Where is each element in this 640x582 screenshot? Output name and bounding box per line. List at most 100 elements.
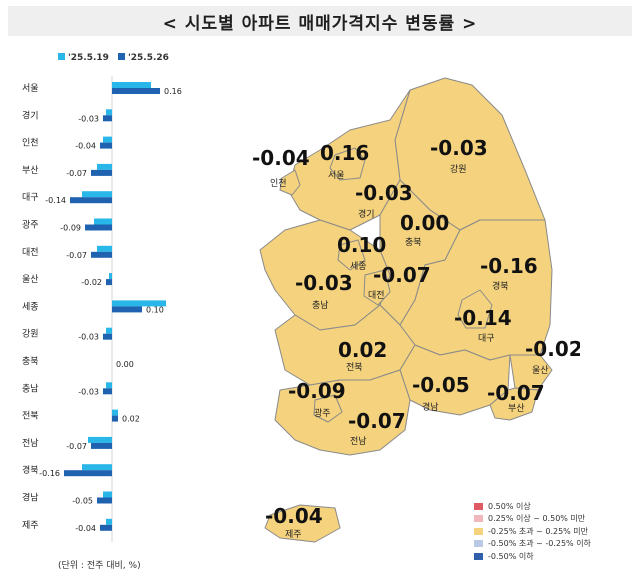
region-value-gyeongbuk: -0.16 — [480, 254, 538, 278]
value-label: 0.16 — [164, 87, 182, 96]
region-value-seoul: 0.16 — [320, 141, 369, 165]
legend-swatch — [474, 540, 483, 548]
legend-swatch — [474, 527, 483, 535]
region-daejeon — [363, 269, 391, 306]
region-value-gyeongnam: -0.05 — [412, 373, 470, 397]
region-sejong — [337, 239, 366, 271]
bar-curr — [103, 333, 112, 340]
category-label: 전북 — [22, 411, 39, 422]
category-label: 서울 — [22, 83, 39, 94]
bar-prev — [112, 409, 118, 416]
bar-curr — [91, 169, 112, 176]
region-jeonnam — [274, 369, 411, 456]
bar-curr — [85, 224, 112, 231]
value-label: -0.05 — [72, 497, 93, 506]
chart-title: < 시도별 아파트 매매가격지수 변동률 > — [8, 6, 632, 36]
category-label: 울산 — [22, 274, 39, 285]
category-label: 제주 — [22, 520, 39, 531]
legend-label-1: '25.5.26 — [128, 53, 169, 63]
bar-prev — [97, 245, 112, 252]
region-name-jeonbuk: 전북 — [346, 362, 363, 373]
region-name-gyeongbuk: 경북 — [492, 280, 509, 292]
map-legend: 0.50% 이상 0.25% 이상 ~ 0.50% 미만 -0.25% 초과 ~ 0… — [474, 500, 636, 563]
value-label: -0.16 — [39, 469, 60, 478]
bar-curr — [112, 306, 142, 313]
category-label: 세종 — [22, 301, 39, 312]
value-label: -0.03 — [78, 114, 99, 123]
bar-chart: '25.5.19 '25.5.26 서울 0.16 경기 -0.03 인천 -0.04 부산 -0… — [22, 53, 182, 543]
region-value-jeonnam: -0.07 — [348, 409, 406, 433]
region-name-jeonnam: 전남 — [350, 436, 367, 447]
value-label: -0.04 — [75, 524, 96, 533]
bar-prev — [103, 136, 112, 143]
value-label: 0.02 — [122, 415, 140, 424]
bar-prev — [82, 191, 112, 198]
category-label: 충북 — [22, 356, 39, 367]
bar-prev — [112, 82, 151, 88]
region-name-ulsan: 울산 — [532, 365, 549, 376]
legend-row: -0.25% 초과 ~ 0.25% 미만 — [474, 525, 636, 538]
region-daegu — [457, 289, 493, 329]
region-name-gangwon: 강원 — [450, 164, 467, 175]
bar-prev — [106, 518, 112, 525]
bar-curr — [103, 388, 112, 395]
value-label: -0.07 — [66, 442, 87, 451]
category-label: 경북 — [22, 464, 39, 476]
region-value-gwangju: -0.09 — [288, 379, 346, 403]
bar-curr — [91, 442, 112, 449]
value-label: -0.09 — [60, 224, 81, 233]
legend-label: 0.25% 이상 ~ 0.50% 미만 — [488, 514, 586, 524]
category-label: 대구 — [22, 192, 39, 203]
region-jeju — [264, 504, 341, 543]
region-name-incheon: 인천 — [270, 178, 287, 189]
value-label: -0.02 — [81, 278, 102, 287]
region-value-ulsan: -0.02 — [525, 337, 580, 361]
legend-label: -0.25% 초과 ~ 0.25% 미만 — [488, 526, 589, 536]
value-label: -0.07 — [66, 169, 87, 178]
region-name-busan: 부산 — [508, 403, 525, 414]
legend-swatch — [474, 502, 483, 510]
value-label: -0.14 — [45, 196, 66, 205]
bar-curr — [106, 279, 112, 286]
region-value-gyeonggi: -0.03 — [355, 181, 413, 205]
legend-row: 0.50% 이상 — [474, 500, 636, 513]
value-label: -0.03 — [78, 387, 99, 396]
bar-prev — [106, 327, 112, 334]
region-value-jeonbuk: 0.02 — [338, 338, 387, 362]
value-label: 0.00 — [116, 360, 134, 369]
region-value-daegu: -0.14 — [454, 306, 512, 330]
legend-swatch — [474, 552, 483, 560]
region-value-chungnam: -0.03 — [295, 271, 353, 295]
region-ulsan — [509, 354, 553, 391]
category-label: 강원 — [22, 329, 39, 340]
region-name-seoul: 서울 — [328, 170, 345, 181]
bar-prev — [109, 273, 112, 280]
region-name-gwangju: 광주 — [314, 407, 331, 419]
bar-curr — [91, 251, 112, 258]
legend-label: 0.50% 이상 — [488, 501, 531, 511]
bar-prev — [97, 163, 112, 170]
bar-prev — [94, 218, 112, 225]
bar-curr — [103, 115, 112, 122]
region-value-incheon: -0.04 — [252, 146, 310, 170]
value-label: -0.04 — [75, 142, 96, 151]
category-label: 광주 — [22, 219, 39, 231]
region-name-chungnam: 충남 — [312, 300, 329, 311]
region-name-gyeongnam: 경남 — [422, 401, 439, 413]
legend-row: -0.50% 이하 — [474, 550, 636, 563]
map-regions — [259, 77, 553, 543]
region-value-chungbuk: 0.00 — [400, 211, 449, 235]
value-label: -0.07 — [66, 251, 87, 260]
value-label: 0.10 — [146, 305, 164, 314]
region-busan — [489, 387, 539, 421]
region-name-gyeonggi: 경기 — [358, 208, 375, 220]
category-label: 충남 — [22, 383, 39, 394]
bar-prev — [112, 300, 166, 307]
region-value-gangwon: -0.03 — [430, 136, 488, 160]
category-label: 경기 — [22, 109, 39, 121]
region-value-jeju: -0.04 — [265, 504, 323, 528]
region-name-daejeon: 대전 — [368, 290, 385, 301]
bar-curr — [100, 142, 112, 149]
legend-swatch-0 — [58, 53, 65, 60]
